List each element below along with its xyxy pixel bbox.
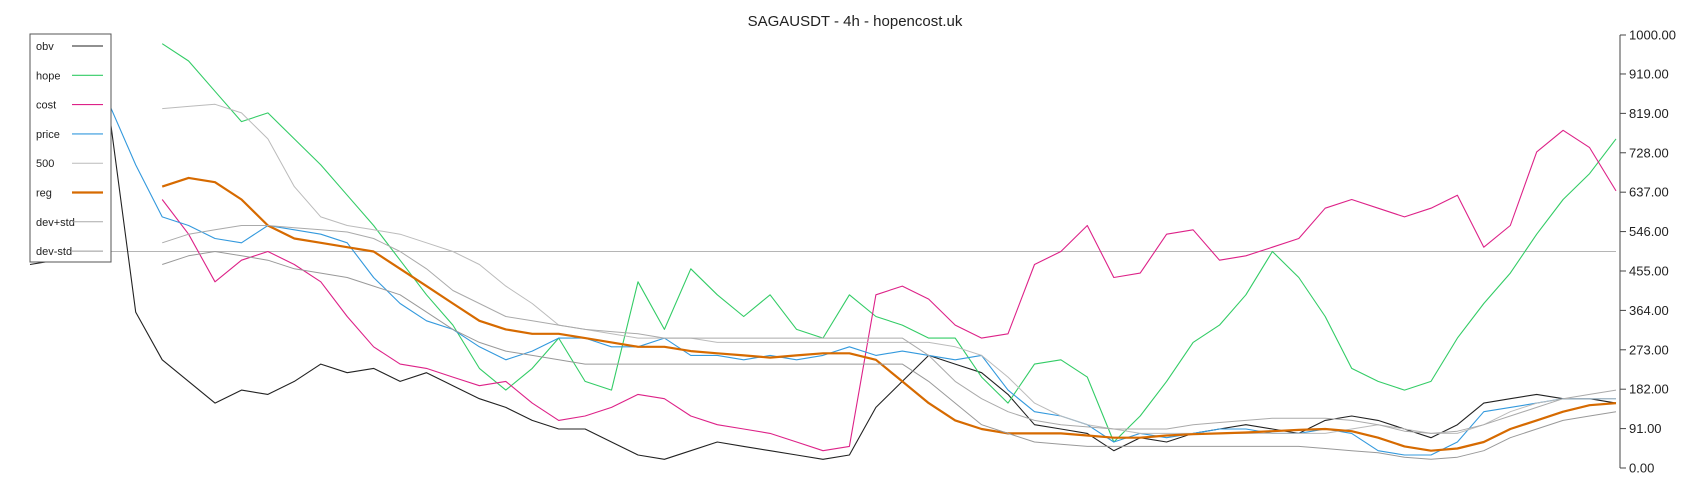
legend-label-price: price [36,129,60,141]
legend-label-hope: hope [36,70,60,82]
y-tick-label: 910.00 [1629,66,1669,81]
y-axis-ticks: 1000.00 910.00 819.00 728.00 637.00 546.00 455… [1620,28,1676,476]
chart-title: SAGAUSDT - 4h - hopencost.uk [748,13,963,30]
y-tick-label: 728.00 [1629,145,1669,160]
y-tick-label: 91.00 [1629,421,1662,436]
y-tick-label: 364.00 [1629,303,1669,318]
legend-label-reg: reg [36,188,52,200]
series-line-reg [161,176,1617,452]
series-line-dev-std [162,225,1617,434]
legend: obv hope cost price 500 reg dev+std dev-std [29,33,112,263]
legend-label-500: 500 [36,158,54,170]
y-tick-label: 1000.00 [1629,28,1676,43]
series-line-price [29,103,1616,456]
y-tick-label: 455.00 [1629,263,1669,278]
legend-label-dev-std: dev+std [36,217,75,229]
series-line-obv [29,112,1617,460]
series-line-cost [161,129,1617,452]
legend-label-dev-std: dev-std [36,246,72,258]
y-tick-label: 546.00 [1629,224,1669,239]
y-tick-label: 637.00 [1629,185,1669,200]
legend-box [29,33,112,263]
y-tick-label: 819.00 [1629,106,1669,121]
series-line-dev-std [162,251,1617,460]
y-tick-label: 273.00 [1629,342,1669,357]
y-tick-label: 182.00 [1629,382,1669,397]
y-tick-label: 0.00 [1629,461,1654,476]
series-line-hope [161,43,1617,443]
series-line-500 [162,103,1616,434]
legend-label-cost: cost [36,100,56,112]
series-layer [29,43,1617,460]
legend-label-obv: obv [36,41,54,53]
